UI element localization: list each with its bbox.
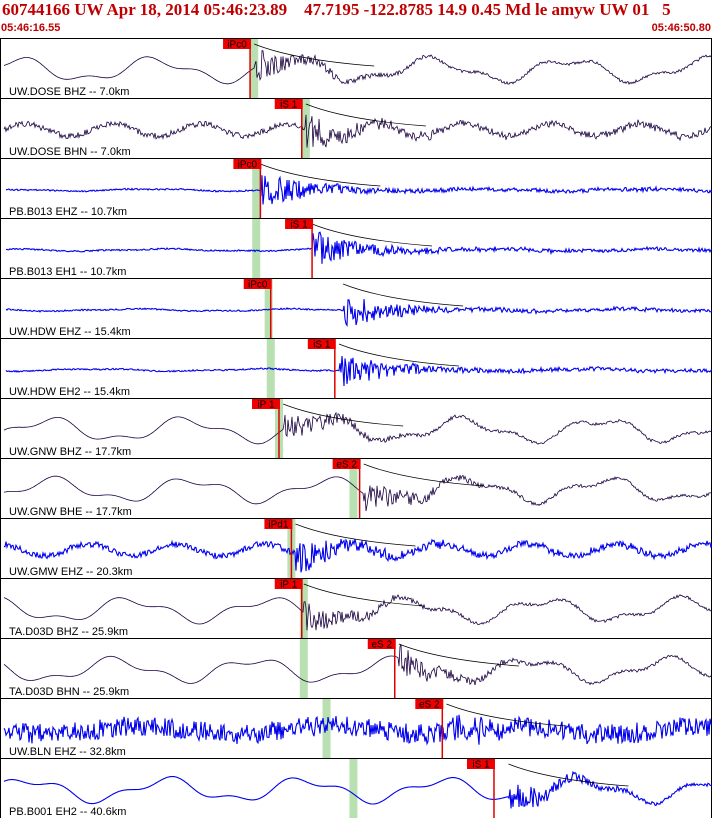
pick-label-box xyxy=(223,39,252,49)
pick-label: iP 1 xyxy=(280,580,297,591)
panel-frame xyxy=(0,38,712,99)
station-label: UW.DOSE BHZ -- 7.0km xyxy=(9,86,129,98)
waveform-trace xyxy=(3,114,712,148)
waveform-trace xyxy=(3,474,712,512)
pick-label: iS 1 xyxy=(313,340,331,351)
waveform-trace xyxy=(3,594,712,631)
pick-label: iPc0 xyxy=(227,40,247,51)
pick-label-box xyxy=(307,339,336,349)
coda-decay-line xyxy=(342,283,464,307)
trace-panel: eS 2 TA.D03D BHN -- 25.9km xyxy=(0,638,712,699)
pick-label: iP 1 xyxy=(257,400,274,411)
coda-decay-line xyxy=(254,43,375,67)
waveform-trace xyxy=(3,411,712,445)
coda-window xyxy=(252,219,261,278)
station-label: PB.B013 EHZ -- 10.7km xyxy=(9,206,127,218)
trace-panel: iS 1 UW.HDW EH2 -- 15.4km xyxy=(0,338,712,399)
coda-window xyxy=(252,159,261,218)
station-label: UW.GNW BHZ -- 17.7km xyxy=(9,446,131,458)
panel-frame xyxy=(0,398,712,459)
waveform-trace xyxy=(3,538,712,573)
station-label: PB.B013 EH1 -- 10.7km xyxy=(9,266,126,278)
coda-window xyxy=(301,99,310,158)
pick-label-box xyxy=(264,519,293,529)
coda-decay-line xyxy=(311,223,433,247)
pick-label: eS 2 xyxy=(336,460,357,471)
trace-panel: eS 2 UW.BLN EHZ -- 32.8km xyxy=(0,698,712,759)
trace-panel: iS 1 UW.DOSE BHN -- 7.0km xyxy=(0,98,712,159)
station-label: UW.BLN EHZ -- 32.8km xyxy=(9,746,126,758)
pick-label-box xyxy=(274,99,303,109)
coda-decay-line xyxy=(283,403,404,427)
pick-label-box xyxy=(415,699,444,709)
waveform-trace xyxy=(3,50,712,86)
pick-label: eS 2 xyxy=(419,700,440,711)
trace-panel: eS 2 UW.GNW BHE -- 17.7km xyxy=(0,458,712,519)
pick-label: iPd1 xyxy=(268,520,288,531)
coda-decay-line xyxy=(295,523,416,547)
pick-label: iS 1 xyxy=(290,220,308,231)
event-header: 60744166 UW Apr 18, 2014 05:46:23.89 47.… xyxy=(0,0,712,38)
station-label: UW.HDW EHZ -- 15.4km xyxy=(9,326,131,338)
pick-label-box xyxy=(332,459,361,469)
coda-window xyxy=(349,459,358,518)
trace-panel: iPd1 UW.GMW EHZ -- 20.3km xyxy=(0,518,712,579)
coda-decay-line xyxy=(508,763,629,787)
waveform-trace xyxy=(3,770,712,809)
trace-panel: iPc0 UW.HDW EHZ -- 15.4km xyxy=(0,278,712,339)
waveform-trace xyxy=(6,175,712,205)
pick-label: iS 1 xyxy=(472,760,490,771)
trace-panel: iPc0 PB.B013 EHZ -- 10.7km xyxy=(0,158,712,219)
coda-decay-line xyxy=(260,163,381,187)
station-label: UW.DOSE BHN -- 7.0km xyxy=(9,146,131,158)
pick-label-box xyxy=(243,279,272,289)
seismogram-plot: iPc0 UW.DOSE BHZ -- 7.0km iS 1 UW.DOSE BHN … xyxy=(0,38,712,818)
coda-decay-line xyxy=(398,643,519,667)
waveform-trace xyxy=(5,355,712,387)
coda-window xyxy=(299,579,308,638)
trace-panel: iP 1 TA.D03D BHZ -- 25.9km xyxy=(0,578,712,639)
start-time-label: 05:46:16.55 xyxy=(1,22,61,34)
station-label: TA.D03D BHN -- 25.9km xyxy=(9,686,129,698)
coda-decay-line xyxy=(338,343,459,367)
waveform-trace xyxy=(3,714,712,746)
pick-label-box xyxy=(367,639,396,649)
pick-label-box xyxy=(274,579,303,589)
coda-window xyxy=(299,639,308,698)
coda-window xyxy=(349,759,358,818)
waveform-trace xyxy=(5,231,712,264)
station-label: PB.B001 EH2 -- 40.6km xyxy=(9,806,126,818)
coda-decay-line xyxy=(303,583,424,607)
pick-label: eS 2 xyxy=(371,640,392,651)
trace-panel: iPc0 UW.DOSE BHZ -- 7.0km xyxy=(0,38,712,99)
pick-label: iPc0 xyxy=(238,160,258,171)
coda-window xyxy=(264,279,273,338)
trace-panel: iS 1 PB.B001 EH2 -- 40.6km xyxy=(0,758,712,818)
coda-window xyxy=(250,39,259,98)
trace-panel: iP 1 UW.GNW BHZ -- 17.7km xyxy=(0,398,712,459)
waveform-trace xyxy=(3,644,712,686)
station-label: TA.D03D BHZ -- 25.9km xyxy=(9,626,128,638)
trace-panel: iS 1 PB.B013 EH1 -- 10.7km xyxy=(0,218,712,279)
coda-decay-line xyxy=(446,703,567,727)
station-label: UW.GNW BHE -- 17.7km xyxy=(9,506,132,518)
waveform-trace xyxy=(5,299,712,328)
pick-label: iS 1 xyxy=(280,100,298,111)
pick-label-box xyxy=(251,399,280,409)
station-label: UW.HDW EH2 -- 15.4km xyxy=(9,386,130,398)
event-title: 60744166 UW Apr 18, 2014 05:46:23.89 47.… xyxy=(2,0,671,19)
end-time-label: 05:46:50.80 xyxy=(651,22,711,34)
coda-decay-line xyxy=(305,103,426,127)
seismogram-svg: iPc0 UW.DOSE BHZ -- 7.0km iS 1 UW.DOSE BHN … xyxy=(0,38,712,818)
coda-decay-line xyxy=(363,463,484,487)
pick-label-box xyxy=(466,759,495,769)
station-label: UW.GMW EHZ -- 20.3km xyxy=(9,566,132,578)
pick-label-box xyxy=(233,159,262,169)
pick-label: iPc0 xyxy=(248,280,268,291)
panel-frame xyxy=(0,518,712,579)
panel-frame xyxy=(0,578,712,639)
pick-label-box xyxy=(285,219,314,229)
